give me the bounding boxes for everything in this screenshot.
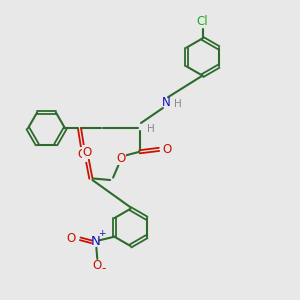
Text: O: O (83, 146, 92, 159)
Text: -: - (102, 262, 106, 275)
Text: O: O (67, 232, 76, 245)
Text: N: N (91, 235, 101, 248)
Text: O: O (162, 143, 171, 156)
Text: O: O (92, 259, 101, 272)
Text: O: O (78, 148, 87, 161)
Text: O: O (116, 152, 125, 165)
Text: N: N (162, 96, 171, 109)
Text: H: H (174, 99, 182, 109)
Text: Cl: Cl (197, 15, 208, 28)
Text: +: + (98, 229, 106, 238)
Text: H: H (147, 124, 155, 134)
